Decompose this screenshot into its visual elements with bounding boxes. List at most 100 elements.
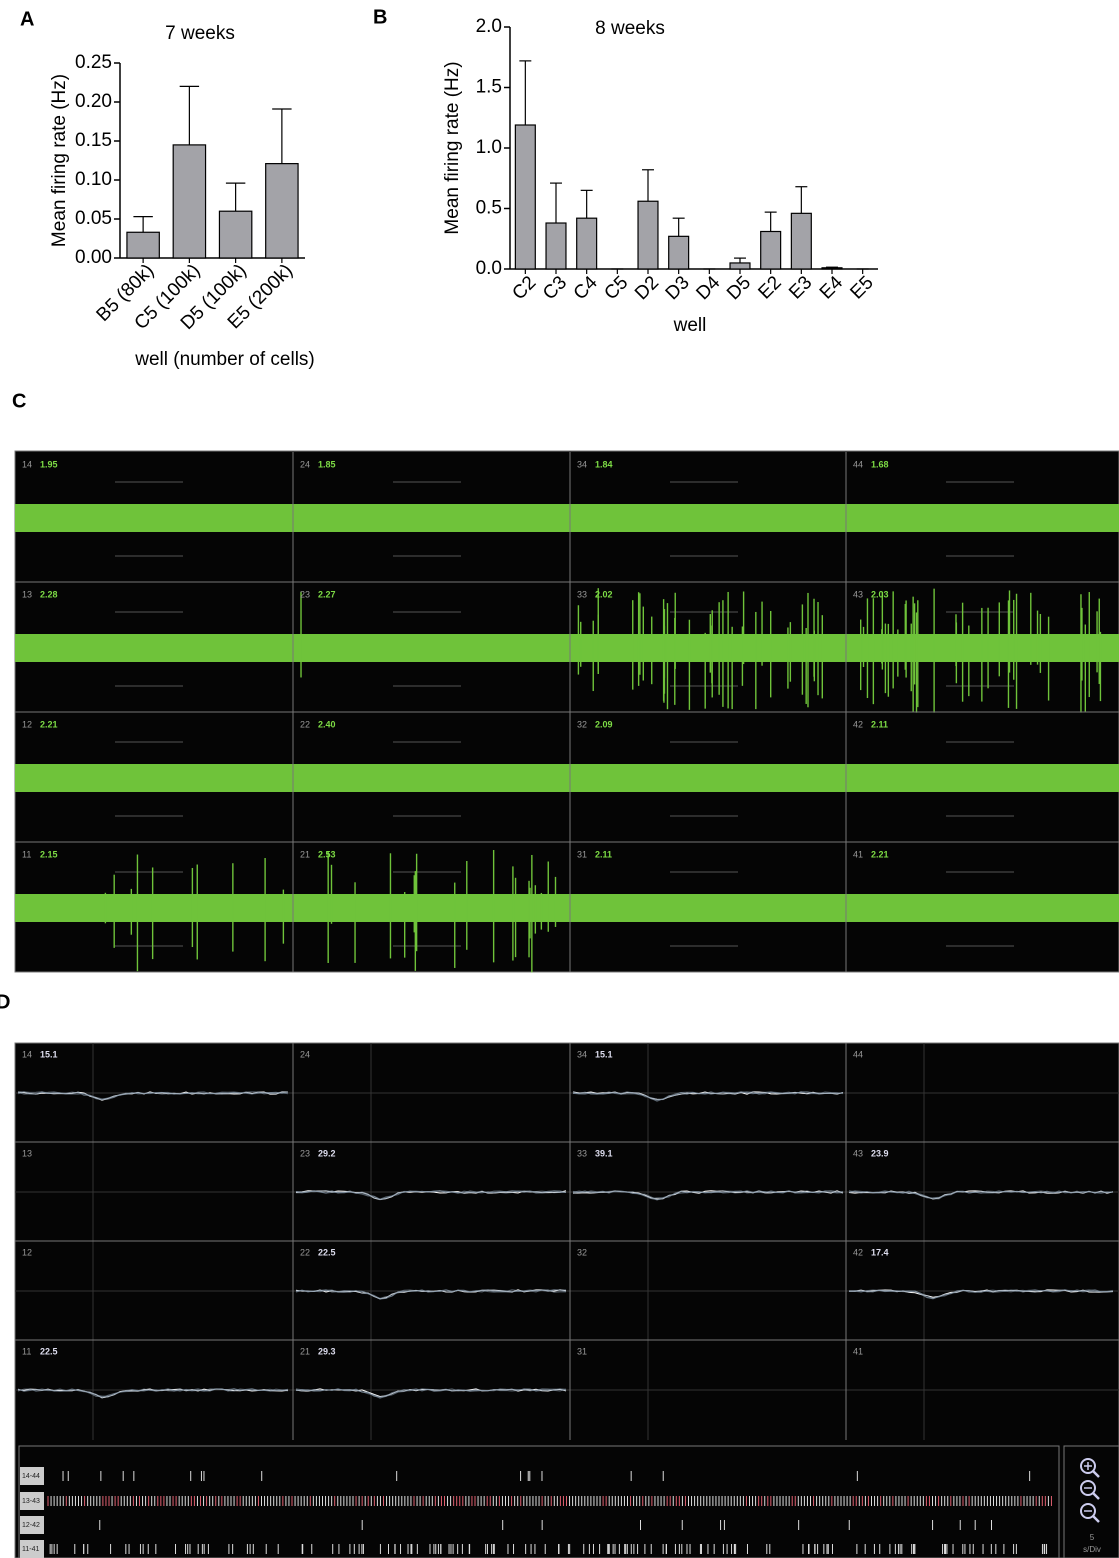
- electrode-id: 41: [853, 1346, 863, 1356]
- electrode-id: 43: [853, 1148, 863, 1158]
- electrode-id: 13: [22, 1148, 32, 1158]
- electrode-id: 11: [22, 1346, 31, 1356]
- error-bar: [133, 217, 152, 233]
- error-bar: [673, 218, 685, 236]
- electrode-id: 23: [300, 1148, 310, 1158]
- panel-letter: B: [373, 6, 387, 28]
- raster-label: 12-42: [22, 1522, 40, 1529]
- chart-title: 7 weeks: [165, 23, 235, 44]
- bar: [730, 263, 750, 269]
- signal-trace: [293, 504, 570, 532]
- electrode-id: 32: [577, 1247, 587, 1257]
- signal-trace: [15, 764, 293, 792]
- panel-letter: A: [20, 8, 34, 30]
- bar: [638, 201, 658, 269]
- raster-label: 13-43: [22, 1498, 40, 1505]
- y-tick-label: 0.25: [75, 52, 112, 73]
- x-axis-label: well (number of cells): [134, 349, 315, 370]
- signal-trace: [15, 504, 293, 532]
- bar: [669, 236, 689, 269]
- electrode-value: 1.85: [318, 459, 336, 469]
- electrode-value: 2.09: [595, 719, 613, 729]
- y-tick-label: 2.0: [476, 16, 502, 37]
- y-axis-label: Mean firing rate (Hz): [49, 74, 70, 247]
- error-bar: [581, 190, 593, 218]
- signal-trace: [846, 894, 1119, 922]
- y-tick-label: 1.0: [476, 137, 502, 158]
- electrode-id: 43: [853, 589, 863, 599]
- electrode-value: 2.21: [871, 849, 889, 859]
- y-axis-label: Mean firing rate (Hz): [442, 61, 463, 234]
- electrode-value: 2.03: [871, 589, 889, 599]
- error-bar: [642, 170, 654, 201]
- zoom-value: 5: [1090, 1533, 1095, 1542]
- electrode-id: 21: [300, 849, 310, 859]
- signal-trace: [846, 764, 1119, 792]
- bar: [266, 164, 298, 258]
- electrode-id: 14: [22, 1049, 32, 1059]
- x-tick-label: D4: [692, 272, 724, 304]
- x-axis-label: well: [673, 315, 707, 336]
- electrode-id: 13: [22, 589, 32, 599]
- electrode-id: 24: [300, 1049, 310, 1059]
- panel-letter: C: [12, 390, 26, 412]
- chart-title: 8 weeks: [595, 18, 665, 39]
- signal-trace: [570, 764, 846, 792]
- electrode-id: 23: [300, 589, 310, 599]
- y-tick-label: 0.10: [75, 169, 112, 190]
- electrode-id: 22: [300, 719, 310, 729]
- electrode-id: 33: [577, 1148, 587, 1158]
- electrode-value: 1.95: [40, 459, 58, 469]
- x-tick-label: E5: [846, 272, 877, 303]
- electrode-value: 29.3: [318, 1346, 336, 1356]
- electrode-value: 2.40: [318, 719, 336, 729]
- error-bar: [765, 212, 777, 231]
- raster-label: 11-41: [22, 1546, 39, 1553]
- electrode-value: 1.84: [595, 459, 613, 469]
- electrode-id: 22: [300, 1247, 310, 1257]
- electrode-id: 41: [853, 849, 863, 859]
- x-tick-label: D3: [662, 272, 694, 304]
- electrode-value: 2.21: [40, 719, 58, 729]
- signal-trace: [15, 634, 293, 662]
- electrode-value: 2.15: [40, 849, 58, 859]
- electrode-value: 2.28: [40, 589, 58, 599]
- panel-letter: D: [0, 991, 10, 1013]
- signal-trace: [570, 504, 846, 532]
- electrode-value: 15.1: [40, 1049, 58, 1059]
- x-tick-label: C4: [570, 272, 602, 304]
- electrode-id: 42: [853, 719, 863, 729]
- error-bar: [734, 258, 746, 263]
- bar: [577, 218, 597, 269]
- y-tick-label: 0.15: [75, 130, 112, 151]
- bar: [822, 268, 842, 269]
- electrode-value: 2.11: [595, 849, 612, 859]
- electrode-id: 24: [300, 459, 310, 469]
- electrode-value: 2.53: [318, 849, 336, 859]
- x-tick-label: C3: [539, 272, 571, 304]
- bar: [127, 232, 159, 258]
- y-tick-label: 0.00: [75, 247, 112, 268]
- electrode-id: 44: [853, 459, 863, 469]
- bar: [219, 211, 251, 258]
- electrode-value: 22.5: [318, 1247, 336, 1257]
- electrode-id: 21: [300, 1346, 310, 1356]
- bar: [791, 213, 811, 269]
- y-tick-label: 0.20: [75, 91, 112, 112]
- raster-label: 14-44: [22, 1473, 40, 1480]
- x-tick-label: C2: [508, 272, 540, 304]
- electrode-id: 14: [22, 459, 32, 469]
- figure: A 7 weeks Mean firing rate (Hz) well (numbe…: [0, 0, 1119, 1558]
- error-bar: [272, 109, 291, 164]
- error-bar: [826, 267, 838, 268]
- electrode-id: 32: [577, 719, 587, 729]
- error-bar: [519, 61, 531, 125]
- electrode-id: 12: [22, 1247, 32, 1257]
- bar: [546, 223, 566, 269]
- error-bar: [795, 187, 807, 214]
- bar: [515, 125, 535, 269]
- x-tick-label: E4: [816, 272, 848, 304]
- y-tick-label: 0.05: [75, 208, 112, 229]
- error-bar: [180, 86, 199, 144]
- y-tick-label: 1.5: [476, 77, 502, 98]
